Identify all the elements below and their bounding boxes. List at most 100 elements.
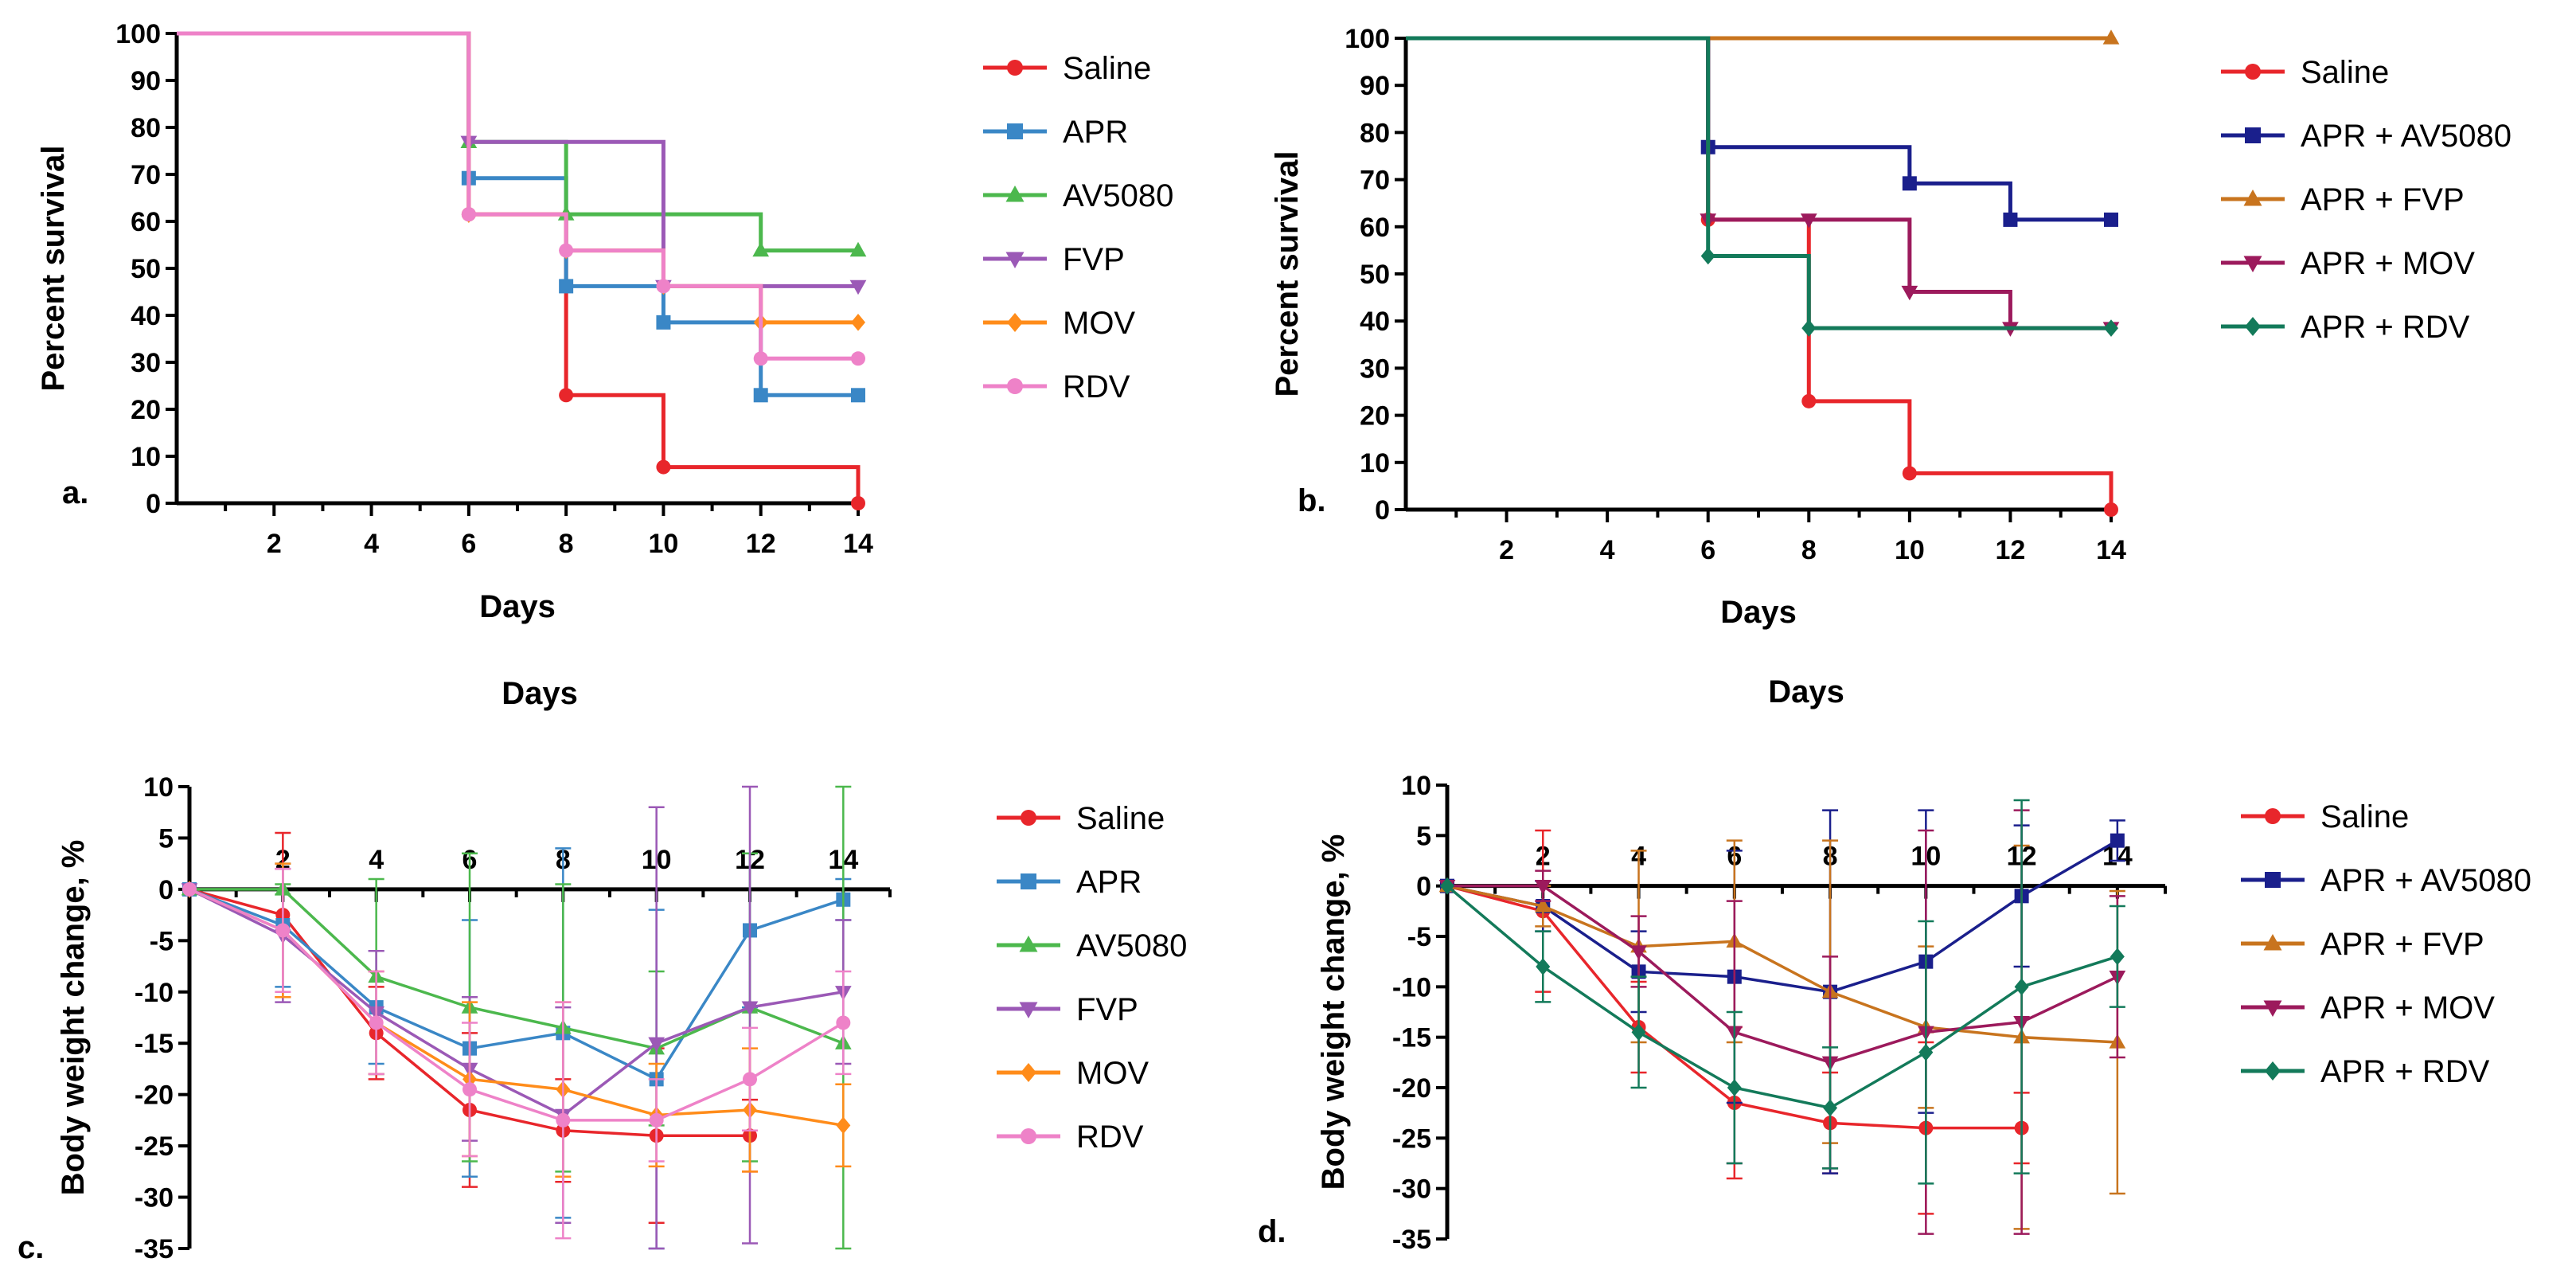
legend-label: APR + RDV xyxy=(2320,1054,2490,1089)
data-point-apr-rdv xyxy=(2110,948,2125,966)
data-point-rdv xyxy=(649,1112,664,1127)
legend: Saline APR AV5080 FVP MOV RDV xyxy=(997,801,1187,1155)
data-point-apr-rdv xyxy=(1631,1023,1646,1041)
y-tick-label: -25 xyxy=(135,1131,174,1162)
x-tick-label: 14 xyxy=(2096,535,2126,565)
y-tick-label: -30 xyxy=(1392,1174,1431,1205)
panel-label: b. xyxy=(1298,483,1326,518)
survival-line-rdv xyxy=(177,31,858,361)
y-tick-label: 100 xyxy=(115,19,161,49)
y-tick-label: -30 xyxy=(135,1183,174,1213)
data-point-apr-rdv xyxy=(1918,1043,1934,1061)
series-apr-rdv xyxy=(1440,799,2125,1185)
legend-label: APR + AV5080 xyxy=(2320,863,2531,898)
x-axis-title: Days xyxy=(1720,595,1797,630)
legend-label: APR + AV5080 xyxy=(2301,119,2512,154)
series-saline xyxy=(1406,36,2118,517)
data-point-rdv xyxy=(182,881,197,897)
legend-entry-apr-mov: APR + MOV xyxy=(2241,991,2495,1026)
legend-label: Saline xyxy=(2320,799,2409,834)
weight-line-fvp xyxy=(189,888,844,1117)
data-point-saline xyxy=(1902,466,1917,481)
y-tick-label: 30 xyxy=(131,348,161,378)
data-point-saline xyxy=(559,388,574,403)
y-tick-label: 0 xyxy=(146,489,161,519)
y-tick-label: -35 xyxy=(135,1234,174,1264)
legend-label: APR + RDV xyxy=(2301,310,2470,345)
y-tick-label: 5 xyxy=(1416,821,1431,851)
y-tick-label: 10 xyxy=(131,442,161,472)
series-apr-av5080 xyxy=(1406,36,2118,227)
legend-label: RDV xyxy=(1063,369,1130,404)
data-point-mov xyxy=(851,314,865,331)
legend-entry-fvp: FVP xyxy=(997,992,1138,1027)
legend-marker xyxy=(1021,810,1036,826)
data-point-apr-rdv xyxy=(2104,319,2118,337)
legend-label: RDV xyxy=(1076,1120,1144,1155)
weight-line-apr-mov xyxy=(1447,884,2118,1065)
panel-label: c. xyxy=(18,1230,44,1265)
legend-label: APR xyxy=(1063,115,1128,150)
legend-marker xyxy=(2265,808,2281,824)
y-tick-label: 5 xyxy=(158,823,174,854)
legend: Saline APR AV5080 FVP MOV RDV xyxy=(983,51,1173,404)
weight-line-apr-fvp xyxy=(1446,884,2117,1044)
legend-marker xyxy=(1019,1002,1038,1018)
data-point-rdv xyxy=(461,207,476,222)
data-point-rdv xyxy=(556,1112,571,1127)
data-point-rdv xyxy=(559,243,574,258)
data-point-apr-av5080 xyxy=(1902,176,1917,191)
y-tick-label: 20 xyxy=(131,395,161,425)
legend-label: AV5080 xyxy=(1076,928,1187,963)
legend-entry-saline: Saline xyxy=(983,51,1151,86)
panel-label: d. xyxy=(1258,1214,1286,1249)
legend-marker xyxy=(2265,872,2281,888)
data-point-rdv xyxy=(656,279,671,294)
y-axis-title: Body weight change, % xyxy=(56,840,91,1196)
data-point-apr-av5080 xyxy=(2003,212,2018,227)
data-point-av5080 xyxy=(752,241,770,257)
legend-entry-saline: Saline xyxy=(2241,799,2409,834)
legend-marker xyxy=(1021,873,1036,889)
legend-marker xyxy=(1021,1128,1036,1144)
data-point-mov xyxy=(836,1116,851,1135)
legend-marker xyxy=(2245,127,2261,143)
data-point-apr-rdv xyxy=(2014,978,2029,996)
x-tick-label: 8 xyxy=(559,529,574,559)
legend-marker xyxy=(2263,934,2282,951)
legend-marker xyxy=(1007,378,1023,394)
y-tick-label: -5 xyxy=(150,926,174,956)
series-apr-rdv xyxy=(1406,36,2118,337)
data-point-rdv xyxy=(836,1015,851,1030)
legend-entry-saline: Saline xyxy=(997,801,1165,836)
data-point-apr-rdv xyxy=(1727,1079,1742,1096)
panel-b-survival-chart: 0 10 20 30 40 50 60 70 80 90 100 2 4 6 8 10 12 14 Percent … xyxy=(1270,24,2512,630)
y-tick-label: 20 xyxy=(1360,401,1390,432)
weight-line-apr-rdv xyxy=(1446,885,2118,1110)
legend-marker xyxy=(2243,190,2262,206)
legend-marker xyxy=(2245,317,2261,336)
data-point-apr-rdv xyxy=(1536,958,1551,975)
y-tick-label: -10 xyxy=(135,978,174,1008)
y-tick-label: 60 xyxy=(1360,213,1390,243)
legend-entry-apr-rdv: APR + RDV xyxy=(2241,1054,2490,1089)
series-rdv xyxy=(177,31,865,366)
series-rdv xyxy=(182,867,852,1240)
y-tick-label: -20 xyxy=(1392,1073,1431,1104)
series-saline xyxy=(177,31,865,510)
survival-line-fvp xyxy=(177,31,858,288)
data-point-apr-mov xyxy=(1901,285,1918,301)
data-point-fvp xyxy=(741,1001,759,1016)
y-tick-label: 10 xyxy=(1401,771,1431,801)
data-point-apr xyxy=(851,388,865,403)
y-tick-label: -20 xyxy=(135,1081,174,1111)
data-point-rdv xyxy=(743,1072,757,1087)
legend-label: Saline xyxy=(2301,55,2389,90)
y-tick-label: 40 xyxy=(1360,307,1390,337)
weight-line-rdv xyxy=(189,888,845,1122)
x-tick-label: 10 xyxy=(649,529,679,559)
data-point-apr xyxy=(656,315,671,330)
y-tick-label: -15 xyxy=(135,1029,174,1059)
data-point-saline xyxy=(2104,502,2118,517)
